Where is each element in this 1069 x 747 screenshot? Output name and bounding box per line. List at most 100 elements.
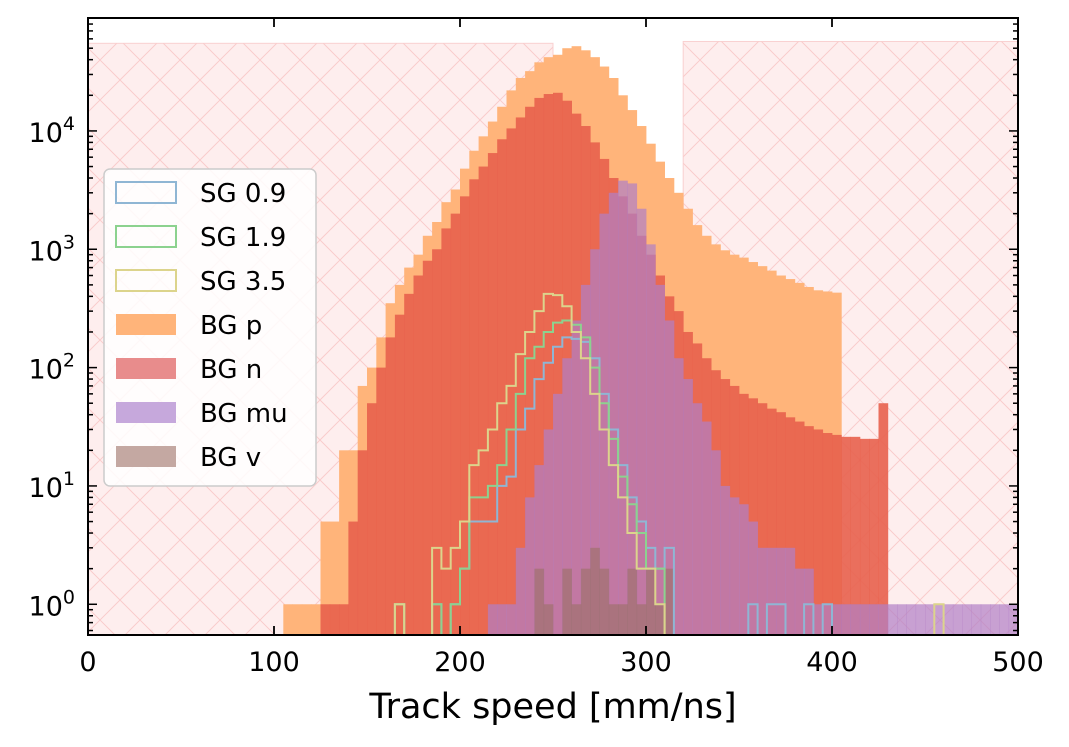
bar-bg-mu [497,604,507,635]
bar-bg-n [506,128,517,635]
x-tick-label: 300 [620,647,672,678]
bar-bg-mu [553,393,563,635]
legend-label: SG 1.9 [200,223,286,253]
legend-label: BG mu [200,399,288,429]
bar-bg-mu [887,604,898,635]
bar-bg-mu [571,320,582,635]
bar-bg-n [832,434,842,635]
bar-bg-v [646,568,656,635]
bar-bg-n [478,166,489,635]
bar-bg-mu [748,521,758,635]
legend-swatch [115,269,177,292]
bar-bg-mu [636,208,647,635]
bar-bg-mu [776,547,786,635]
bar-bg-mu [822,604,833,635]
bar-bg-n [850,436,861,635]
bar-bg-n [869,438,879,635]
series-bg-mu [487,180,1018,635]
step-sg-35 [393,292,945,635]
bar-bg-mu [952,604,963,635]
y-tick-label: 100 [29,586,75,622]
bar-bg-mu [701,421,712,635]
bar-bg-n [766,408,777,635]
bar-bg-v [534,568,545,635]
bar-bg-n [450,213,461,635]
y-tick-label: 102 [29,350,75,386]
bar-bg-p [320,521,331,635]
bar-bg-mu [562,358,572,635]
bar-bg-n [553,92,563,635]
bar-bg-mu [711,450,721,635]
bar-bg-n [525,106,535,635]
bar-bg-mu [859,604,870,635]
bar-bg-mu [646,244,656,635]
x-tick-label: 400 [806,647,858,678]
bar-bg-mu [990,604,1000,635]
bar-bg-n [413,275,424,635]
bar-bg-mu [925,604,935,635]
x-tick-label: 100 [248,647,300,678]
signal-histograms [393,292,945,635]
bar-bg-v [590,547,600,635]
bar-bg-n [320,604,331,635]
bar-bg-v [562,568,572,635]
bar-bg-mu [943,604,954,635]
bar-bg-mu [525,497,535,635]
bar-bg-n [385,337,396,635]
x-tick-label: 0 [79,647,96,678]
bar-bg-v [608,604,619,635]
legend-swatch [115,181,177,204]
bar-bg-n [785,417,796,635]
bar-bg-n [841,436,851,635]
bar-bg-mu [664,320,675,635]
bar-bg-n [404,293,414,635]
bar-bg-v [543,604,554,635]
bar-bg-n [543,94,554,635]
bar-bg-v [580,568,591,635]
bar-bg-n [339,604,349,635]
bar-bg-mu [1008,604,1018,635]
bar-bg-n [422,260,433,635]
bar-bg-mu [608,192,619,635]
bar-bg-n [813,429,824,635]
bar-bg-n [460,196,470,635]
bar-bg-mu [487,604,498,635]
bar-bg-mu [962,604,972,635]
bar-bg-v [664,568,675,635]
bar-bg-n [794,421,805,635]
bar-bg-mu [794,568,805,635]
bar-bg-mu [673,358,684,635]
bar-bg-n [376,367,386,635]
series-bg-v [534,547,675,635]
bar-bg-mu [915,604,926,635]
x-tick-label: 500 [992,647,1044,678]
bar-bg-v [636,604,647,635]
x-tick-label: 200 [434,647,486,678]
bar-bg-mu [785,547,796,635]
bar-bg-n [441,228,452,635]
legend-label: SG 0.9 [200,179,286,209]
bar-bg-n [497,139,507,635]
legend-swatch [116,402,176,423]
bar-bg-n [748,398,758,635]
bar-bg-mu [869,604,879,635]
bar-bg-p [329,521,340,635]
bar-bg-mu [999,604,1010,635]
bar-bg-p [283,604,293,635]
legend-label: BG p [200,311,262,341]
bar-bg-n [348,521,359,635]
bar-bg-n [804,426,814,635]
bar-bg-mu [934,604,944,635]
bar-bg-mu [618,180,628,635]
bar-bg-mu [627,183,638,635]
bar-bg-n [776,412,786,635]
bar-bg-mu [878,604,889,635]
bar-bg-mu [841,604,851,635]
bar-bg-mu [906,604,917,635]
bar-bg-n [469,179,479,635]
bar-bg-mu [720,485,731,635]
y-tick-label: 103 [29,231,75,267]
legend-label: BG n [200,355,262,385]
